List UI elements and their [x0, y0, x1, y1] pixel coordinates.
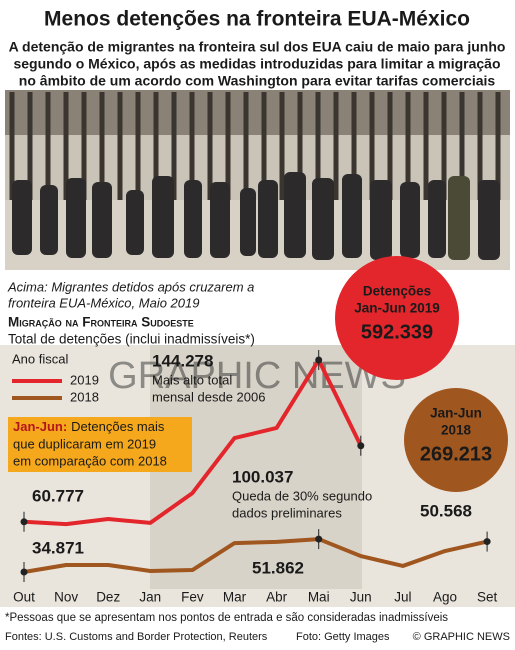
value-label: 50.568: [420, 501, 472, 520]
total-label: Jan-Jun 2019: [354, 301, 440, 316]
x-tick-label: Mai: [308, 590, 330, 605]
subtitle: no âmbito de um acordo com Washington pa…: [19, 73, 496, 89]
marker: [315, 356, 323, 364]
chart-title: Migração na Fronteira Sudoeste: [8, 315, 194, 330]
photo-credit: Foto: Getty Images: [296, 631, 390, 643]
x-tick-label: Ago: [433, 590, 457, 605]
title: Menos detenções na fronteira EUA-México: [44, 8, 470, 31]
total-value: 269.213: [420, 443, 492, 465]
annotation: Mais alto total: [152, 372, 232, 387]
total-circle: [404, 388, 508, 492]
footnote: *Pessoas que se apresentam nos pontos de…: [5, 612, 448, 624]
x-tick-label: Jun: [350, 590, 372, 605]
note-line: que duplicaram em 2019: [13, 436, 156, 451]
x-tick-label: Set: [477, 590, 498, 605]
chart-subtitle: Total de detenções (inclui inadmissíveis…: [8, 332, 255, 347]
value-label: 51.862: [252, 558, 304, 577]
x-tick-label: Jan: [139, 590, 161, 605]
annotation: Queda de 30% segundo: [232, 488, 372, 503]
total-label: Jan-Jun: [430, 406, 482, 421]
note-line: Detenções mais: [71, 419, 165, 434]
x-tick-label: Fev: [181, 590, 204, 605]
total-value: 592.339: [361, 321, 433, 343]
total-label: Detenções: [363, 284, 431, 299]
photo-caption: fronteira EUA-México, Maio 2019: [8, 295, 199, 310]
value-label: 100.037: [232, 467, 293, 486]
total-circle: [335, 256, 459, 380]
value-label: 60.777: [32, 486, 84, 505]
note-line: em comparação com 2018: [13, 453, 167, 468]
note-box: [8, 417, 192, 472]
marker: [20, 568, 28, 576]
marker: [20, 518, 28, 526]
subtitle: segundo o México, após as medidas introd…: [13, 56, 500, 72]
sources: Fontes: U.S. Customs and Border Protecti…: [5, 631, 268, 643]
marker: [483, 538, 491, 546]
x-tick-label: Out: [13, 590, 35, 605]
legend-title: Ano fiscal: [12, 351, 68, 366]
x-tick-label: Dez: [96, 590, 120, 605]
series-line: [23, 537, 488, 574]
photo-caption: Acima: Migrantes detidos após cruzarem a: [7, 279, 254, 294]
note-label: Jan-Jun:: [13, 419, 67, 434]
photo: [5, 90, 510, 270]
marker: [357, 442, 365, 450]
subtitle: A detenção de migrantes na fronteira sul…: [9, 39, 506, 55]
annotation: mensal desde 2006: [152, 389, 265, 404]
total-label: 2018: [441, 423, 472, 438]
marker: [315, 535, 323, 543]
annotation: dados preliminares: [232, 505, 342, 520]
legend-label: 2019: [70, 372, 99, 387]
copyright: © GRAPHIC NEWS: [413, 631, 510, 643]
x-tick-label: Nov: [54, 590, 78, 605]
value-label: 34.871: [32, 538, 84, 557]
x-tick-label: Jul: [394, 590, 411, 605]
x-tick-label: Abr: [266, 590, 288, 605]
x-tick-label: Mar: [223, 590, 247, 605]
value-label: 144.278: [152, 351, 213, 370]
note-text: Jan-Jun: Detenções mais: [13, 419, 165, 434]
series-line: [23, 358, 363, 527]
legend-label: 2018: [70, 389, 99, 404]
